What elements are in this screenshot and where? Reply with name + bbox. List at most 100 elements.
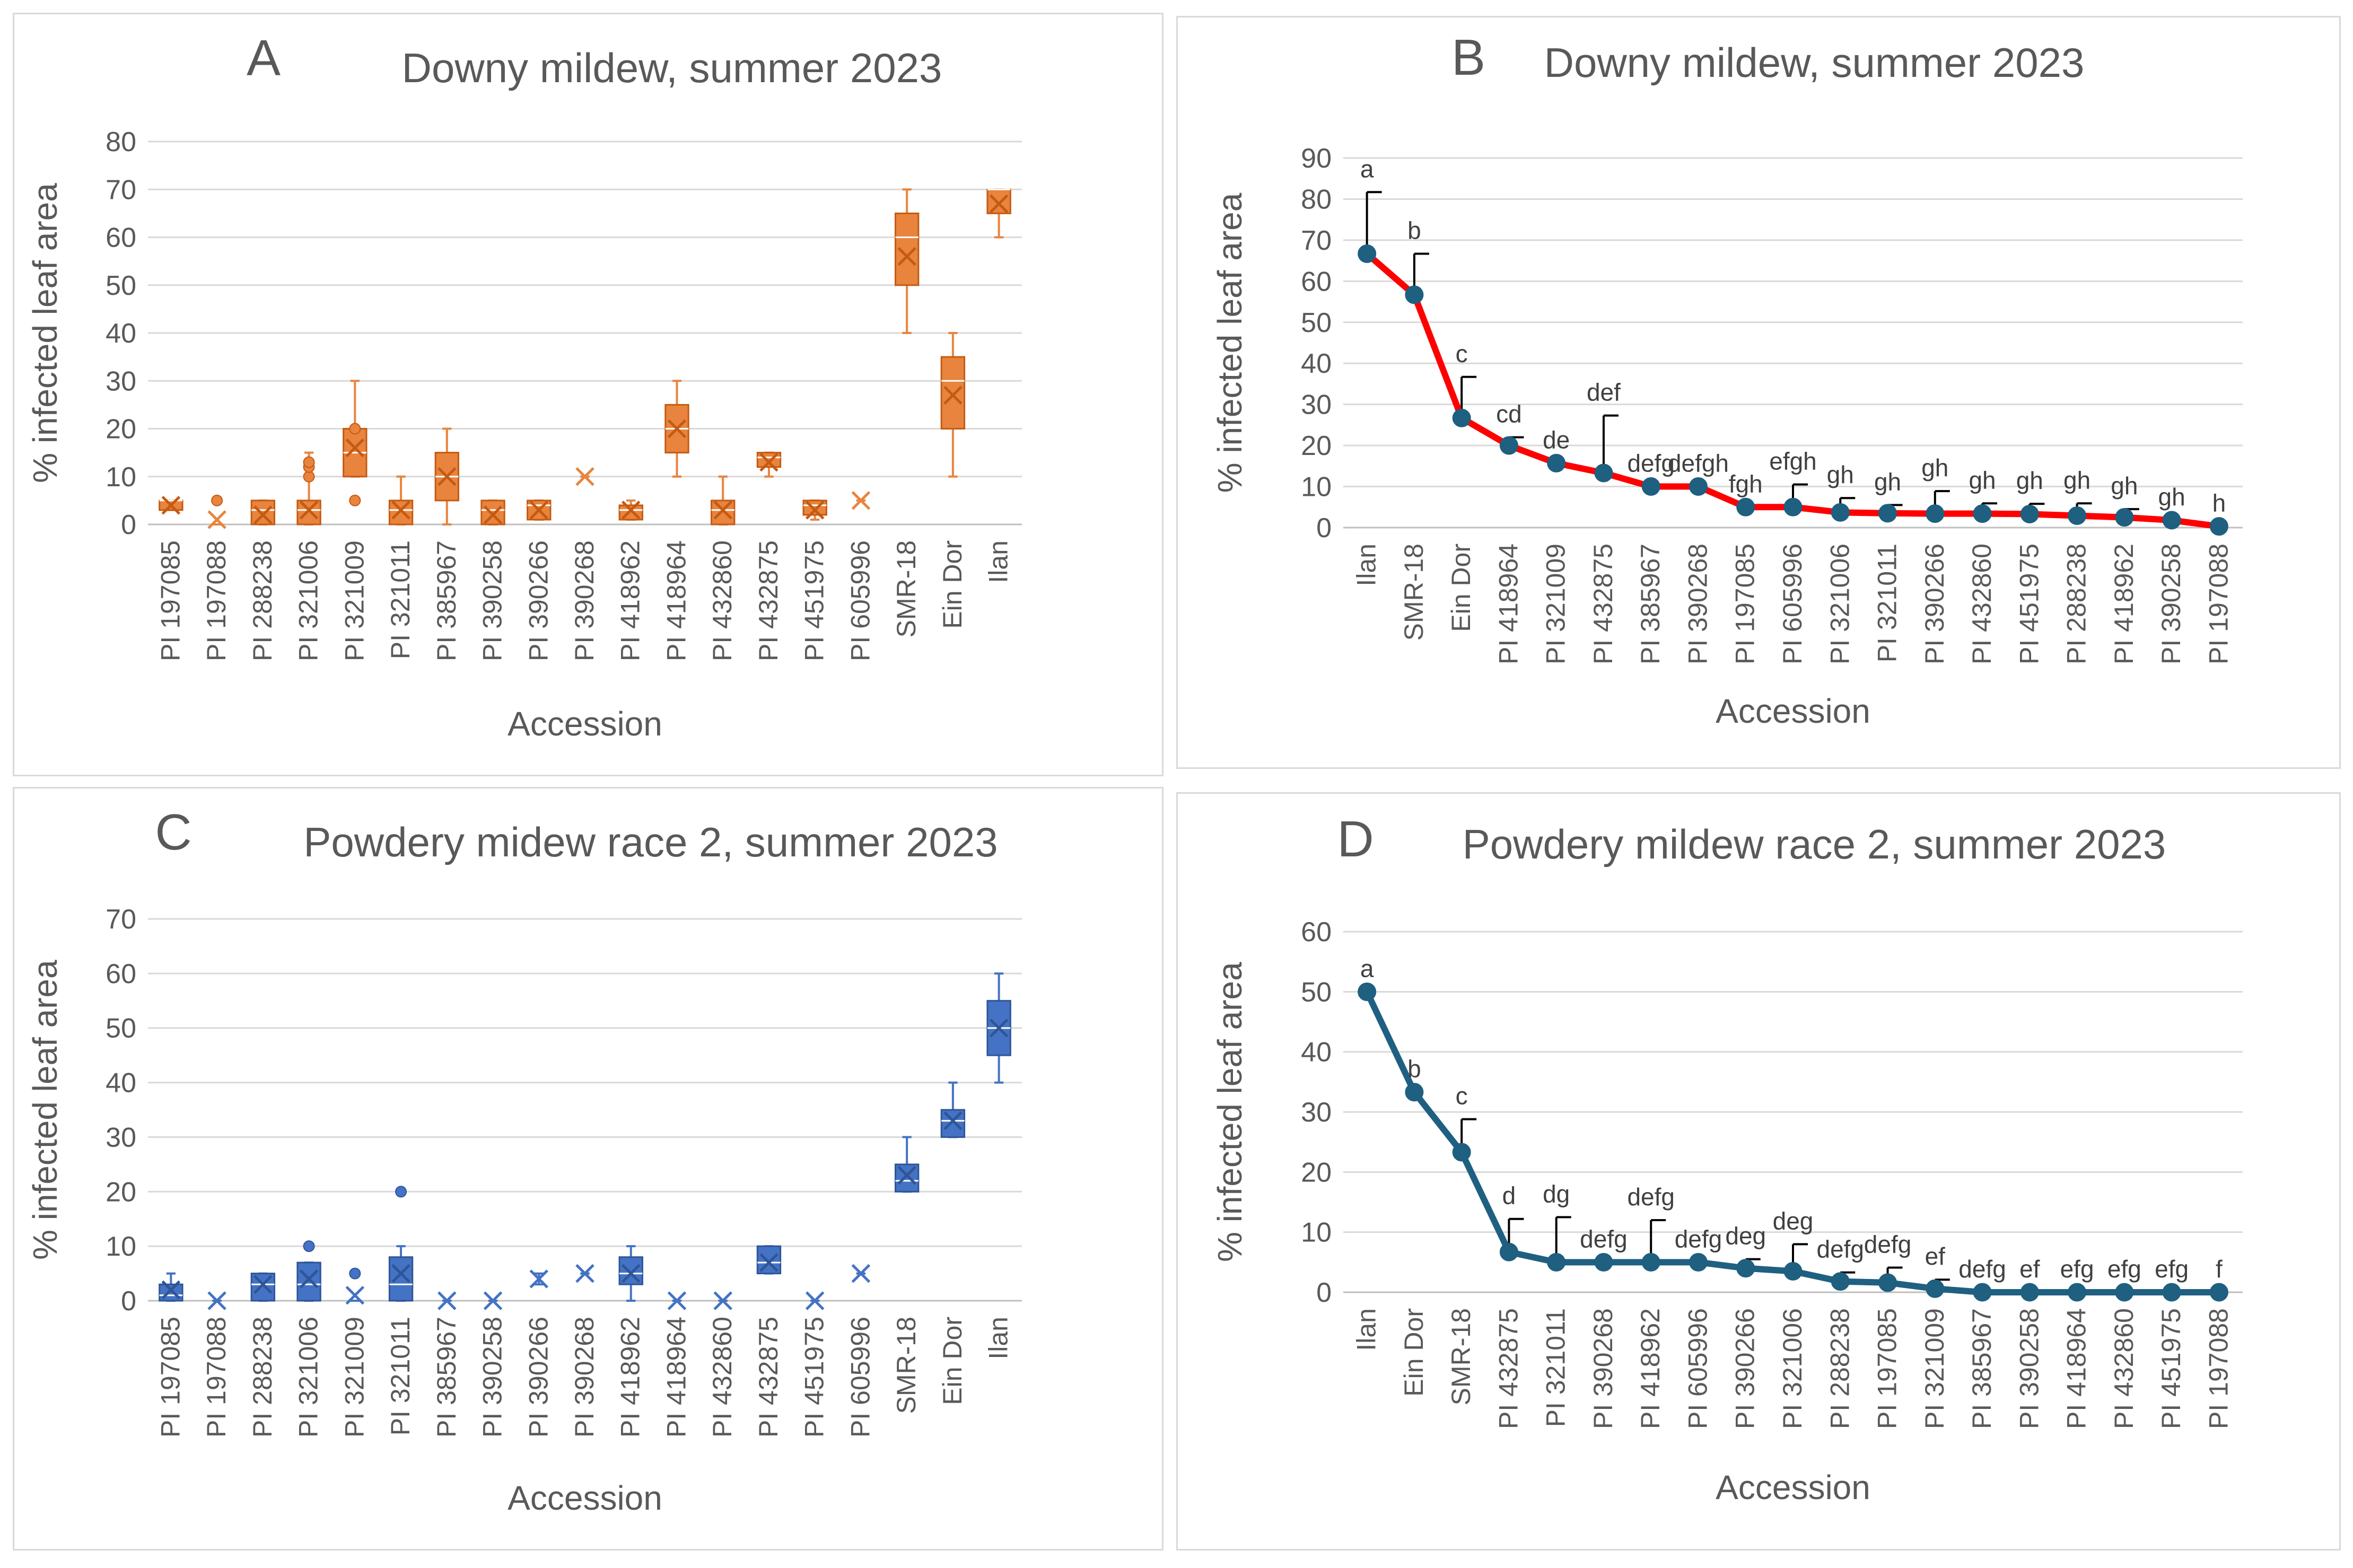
x-tick-label: PI 390266 — [523, 540, 553, 661]
chart-b-svg: B Downy mildew, summer 2023 0 10 20 30 40 50 60 7… — [1211, 29, 2243, 730]
mean-marker — [391, 1264, 410, 1283]
chart-c-svg: C Powdery midew race 2, summer 2023 0 10 20 3… — [26, 804, 1022, 1517]
data-point — [1594, 463, 1613, 483]
mean-marker — [391, 501, 410, 520]
x-tick-label: PI 197085 — [155, 540, 185, 661]
x-tick-label: PI 390258 — [478, 1317, 508, 1438]
y-tick-label: 70 — [1301, 225, 1332, 256]
x-tick-label: PI 197088 — [202, 1317, 231, 1438]
mean-marker — [529, 501, 549, 520]
significance-letter: defg — [1675, 1225, 1722, 1252]
significance-letter: efgh — [1769, 448, 1817, 475]
outlier-point — [303, 1240, 315, 1252]
chart-title: Downy mildew, summer 2023 — [1544, 39, 2085, 86]
x-tick-label: PI 390268 — [1588, 1308, 1618, 1429]
significance-letter: gh — [2111, 472, 2138, 500]
x-tick-label: Ein Dor — [1399, 1308, 1429, 1397]
y-tick-label: 10 — [1301, 1217, 1332, 1248]
box — [986, 188, 1011, 214]
mean-marker — [621, 501, 641, 520]
mean-marker — [438, 467, 457, 486]
y-tick-label: 0 — [1316, 1277, 1332, 1308]
x-tick-label: PI 390268 — [570, 1317, 599, 1438]
significance-letter: deg — [1773, 1207, 1814, 1234]
data-point — [2162, 1283, 2181, 1302]
y-tick-label: 40 — [106, 1068, 136, 1099]
chart-title: Powdery midew race 2, summer 2023 — [303, 819, 998, 865]
x-tick-label: PI 321011 — [386, 540, 415, 659]
data-point — [1499, 436, 1518, 455]
mean-marker — [161, 496, 181, 515]
significance-letter: gh — [1921, 454, 1948, 481]
x-tick-label: PI 451975 — [800, 1317, 829, 1438]
data-point — [1689, 477, 1708, 496]
data-point — [1973, 1283, 1992, 1302]
mean-marker — [667, 419, 687, 439]
y-tick-label: 20 — [1301, 431, 1332, 461]
significance-letter: c — [1456, 340, 1468, 367]
mean-marker — [161, 1280, 181, 1300]
x-tick-label: SMR-18 — [1446, 1308, 1476, 1405]
y-tick-label: 60 — [106, 959, 136, 989]
outlier-point — [349, 423, 361, 435]
data-point — [1926, 504, 1945, 523]
x-tick-label: PI 605996 — [1778, 544, 1807, 664]
mean-marker — [989, 194, 1009, 214]
data-point — [2162, 511, 2181, 530]
x-tick-label: PI 321009 — [339, 1317, 369, 1438]
x-tick-label: Ilan — [1352, 1308, 1381, 1351]
mean-marker — [253, 505, 273, 524]
significance-letter: a — [1360, 155, 1374, 182]
y-tick-label: 80 — [1301, 184, 1332, 215]
y-axis-label: % infected leaf area — [26, 183, 64, 483]
y-tick-label: 50 — [106, 270, 136, 301]
mean-marker — [713, 501, 732, 520]
data-point — [2020, 504, 2039, 523]
x-tick-label: PI 432860 — [2109, 1308, 2139, 1429]
x-tick-label: PI 418964 — [1493, 544, 1523, 664]
x-tick-label: Ein Dor — [1446, 544, 1476, 632]
box — [388, 1256, 414, 1302]
y-tick-label: 50 — [1301, 308, 1332, 338]
box — [250, 500, 276, 525]
panel-letter: B — [1451, 29, 1485, 86]
y-tick-label: 90 — [1301, 143, 1332, 174]
panel-letter: C — [155, 804, 191, 861]
box — [296, 500, 321, 525]
x-tick-label: PI 390258 — [2014, 1308, 2044, 1429]
mean-marker — [529, 1269, 549, 1289]
mean-marker — [483, 1291, 503, 1310]
significance-letter: ef — [1925, 1242, 1946, 1270]
x-axis-label: Accession — [1716, 692, 1870, 730]
mean-marker — [897, 1166, 916, 1185]
data-point — [1547, 1252, 1566, 1272]
y-tick-label: 0 — [121, 510, 136, 540]
x-tick-label: PI 390266 — [523, 1317, 553, 1438]
x-tick-label: Ein Dor — [938, 1317, 967, 1405]
significance-letter: gh — [1874, 468, 1901, 495]
significance-letter: de — [1543, 426, 1570, 453]
mean-marker — [299, 1269, 319, 1289]
x-tick-label: PI 321006 — [294, 1317, 323, 1438]
chart-a-svg: A Downy mildew, summer 2023 0 10 20 30 40 50 60 7… — [26, 30, 1022, 743]
y-tick-label: 30 — [106, 1122, 136, 1153]
data-point — [1594, 1252, 1613, 1272]
x-axis-label: Accession — [1716, 1468, 1870, 1506]
data-point — [1452, 1143, 1471, 1162]
outlier-point — [303, 456, 315, 468]
box — [940, 356, 966, 430]
panel-letter: D — [1337, 811, 1374, 868]
outlier-point — [211, 494, 223, 506]
x-tick-label: PI 385967 — [1635, 544, 1665, 664]
significance-letter: efg — [2107, 1255, 2141, 1283]
significance-letter: a — [1360, 954, 1374, 982]
mean-marker — [575, 1264, 594, 1283]
x-tick-label: PI 321011 — [1541, 1308, 1571, 1427]
x-tick-label: PI 390258 — [478, 540, 508, 661]
data-point — [1641, 1252, 1660, 1272]
significance-letter: defgh — [1668, 450, 1729, 477]
mean-marker — [759, 1253, 778, 1272]
outlier-point — [303, 470, 315, 483]
x-tick-label: PI 390258 — [2156, 544, 2186, 664]
x-tick-label: PI 432875 — [754, 540, 783, 661]
